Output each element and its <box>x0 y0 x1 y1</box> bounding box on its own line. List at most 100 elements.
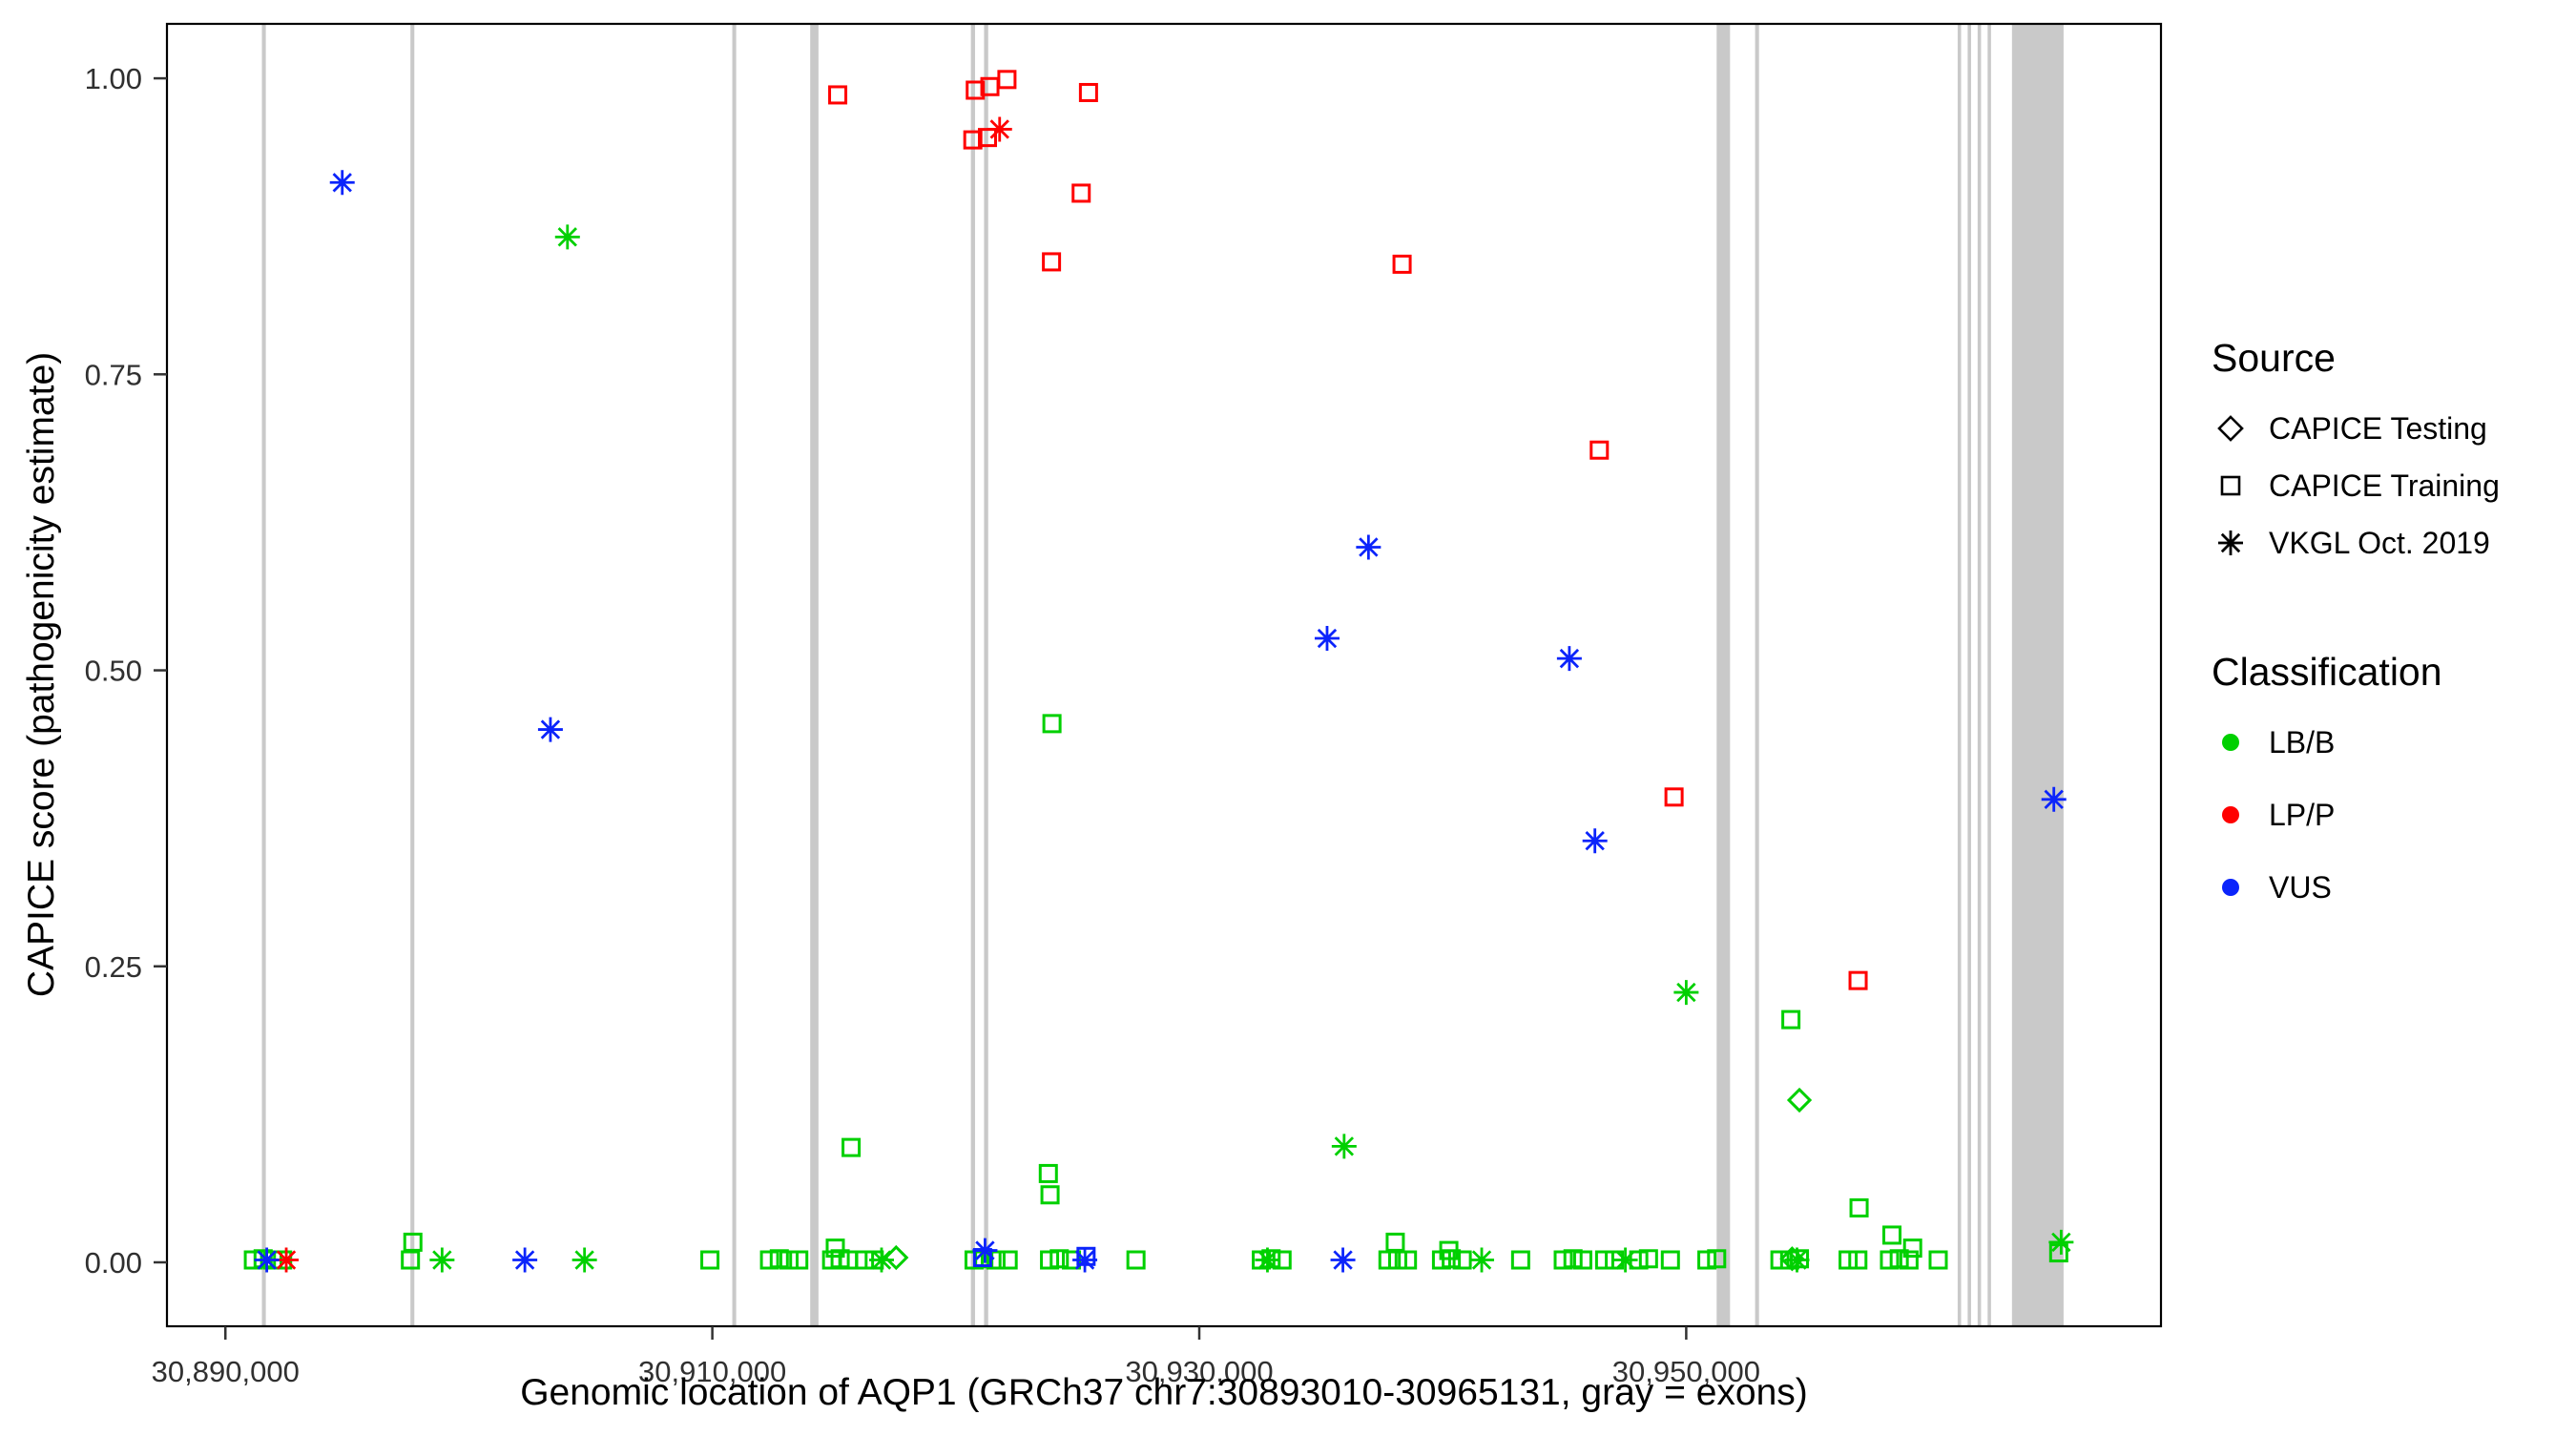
data-point <box>1038 1163 1058 1183</box>
legend-classification-title: Classification <box>2212 650 2442 694</box>
data-point <box>997 70 1017 90</box>
data-point <box>1899 1250 1919 1270</box>
y-tick-label: 1.00 <box>85 62 142 95</box>
data-point <box>883 1244 909 1271</box>
data-point <box>1040 1250 1060 1270</box>
data-point <box>1553 1250 1573 1270</box>
data-point <box>998 1250 1018 1270</box>
legend-item-vus: VUS <box>2212 868 2565 906</box>
data-point <box>1673 980 1699 1006</box>
data-point <box>1387 1250 1407 1270</box>
green-dot-icon <box>2222 734 2239 751</box>
data-point <box>2041 786 2067 812</box>
data-point <box>1784 1247 1810 1273</box>
data-point <box>1042 714 1062 734</box>
exon-band <box>810 24 819 1326</box>
data-point <box>759 1250 779 1270</box>
legend-item-capice-training: CAPICE Training <box>2212 467 2565 505</box>
x-tick-label: 30,930,000 <box>1125 1355 1273 1388</box>
y-tick-label: 0.00 <box>85 1246 142 1280</box>
data-point <box>329 170 355 196</box>
legend: Source CAPICE Testing CAPICE Training VK… <box>2212 336 2565 941</box>
y-axis-title: CAPICE score (pathogenicity estimate) <box>21 351 62 998</box>
data-point <box>1781 1009 1801 1030</box>
exon-band <box>261 24 266 1326</box>
data-point <box>1589 440 1610 460</box>
legend-item-lbb: LB/B <box>2212 723 2565 761</box>
diamond-icon <box>2217 415 2244 442</box>
data-point <box>1398 1250 1418 1270</box>
red-dot-icon <box>2222 806 2239 823</box>
legend-source-block: Source CAPICE Testing CAPICE Training VK… <box>2212 336 2565 562</box>
data-point <box>868 1247 894 1273</box>
exon-band <box>1755 24 1759 1326</box>
legend-item-lpp: LP/P <box>2212 796 2565 834</box>
data-point <box>1902 1238 1922 1259</box>
legend-item-label: LP/P <box>2269 797 2336 832</box>
x-axis-title: Genomic location of AQP1 (GRCh37 chr7:30… <box>520 1372 1808 1413</box>
y-tick-label: 0.50 <box>85 655 142 688</box>
data-point <box>1442 1249 1462 1269</box>
data-point <box>1664 787 1684 807</box>
legend-item-label: CAPICE Training <box>2269 468 2500 503</box>
legend-item-label: VKGL Oct. 2019 <box>2269 525 2490 560</box>
data-point <box>1356 534 1381 560</box>
data-point <box>1572 1250 1592 1270</box>
data-point <box>1330 1247 1356 1273</box>
data-point <box>1378 1250 1398 1270</box>
data-point <box>1839 1250 1859 1270</box>
legend-item-label: VUS <box>2269 869 2332 905</box>
data-point <box>1594 1250 1614 1270</box>
exon-band <box>1957 24 1962 1326</box>
legend-item-vkgl: VKGL Oct. 2019 <box>2212 524 2565 562</box>
data-point <box>1255 1247 1280 1273</box>
data-point <box>1385 1232 1405 1252</box>
data-point <box>1563 1249 1583 1269</box>
exon-band <box>732 24 737 1326</box>
data-point <box>828 85 848 105</box>
data-point <box>841 1137 862 1157</box>
legend-source-title: Source <box>2212 336 2336 380</box>
data-point <box>1126 1250 1146 1270</box>
data-point <box>429 1247 455 1273</box>
data-point <box>1072 1247 1098 1273</box>
legend-item-capice-testing: CAPICE Testing <box>2212 409 2565 447</box>
data-point <box>700 1250 720 1270</box>
data-point <box>1779 1246 1805 1272</box>
data-point <box>1582 828 1608 854</box>
data-point <box>1078 82 1098 102</box>
data-point <box>403 1232 423 1252</box>
data-point <box>789 1250 809 1270</box>
data-point <box>1697 1250 1717 1270</box>
data-point <box>1049 1249 1070 1269</box>
data-point <box>1848 970 1868 990</box>
data-point <box>1880 1250 1900 1270</box>
blue-dot-icon <box>2222 879 2239 896</box>
data-point <box>1331 1134 1357 1159</box>
data-point <box>1928 1250 1948 1270</box>
data-point <box>987 116 1012 142</box>
data-point <box>512 1247 538 1273</box>
data-point <box>1660 1250 1680 1270</box>
x-tick-label: 30,910,000 <box>638 1355 786 1388</box>
data-point <box>1510 1250 1530 1270</box>
data-point <box>1071 183 1091 203</box>
data-point <box>2048 1229 2074 1255</box>
data-point <box>1889 1249 1909 1269</box>
data-point <box>1638 1249 1658 1269</box>
data-point <box>825 1238 845 1259</box>
x-tick-label: 30,890,000 <box>152 1355 300 1388</box>
legend-item-label: CAPICE Testing <box>2269 410 2487 446</box>
exon-band <box>1716 24 1731 1326</box>
data-point <box>1786 1087 1813 1113</box>
exon-band <box>1987 24 1991 1326</box>
data-point <box>254 1247 280 1273</box>
legend-classification-block: Classification LB/B LP/P VUS <box>2212 650 2565 906</box>
data-point <box>274 1247 300 1273</box>
data-point <box>571 1247 597 1273</box>
asterisk-icon <box>2218 531 2243 555</box>
data-point <box>1314 626 1340 652</box>
exon-band <box>1977 24 1982 1326</box>
